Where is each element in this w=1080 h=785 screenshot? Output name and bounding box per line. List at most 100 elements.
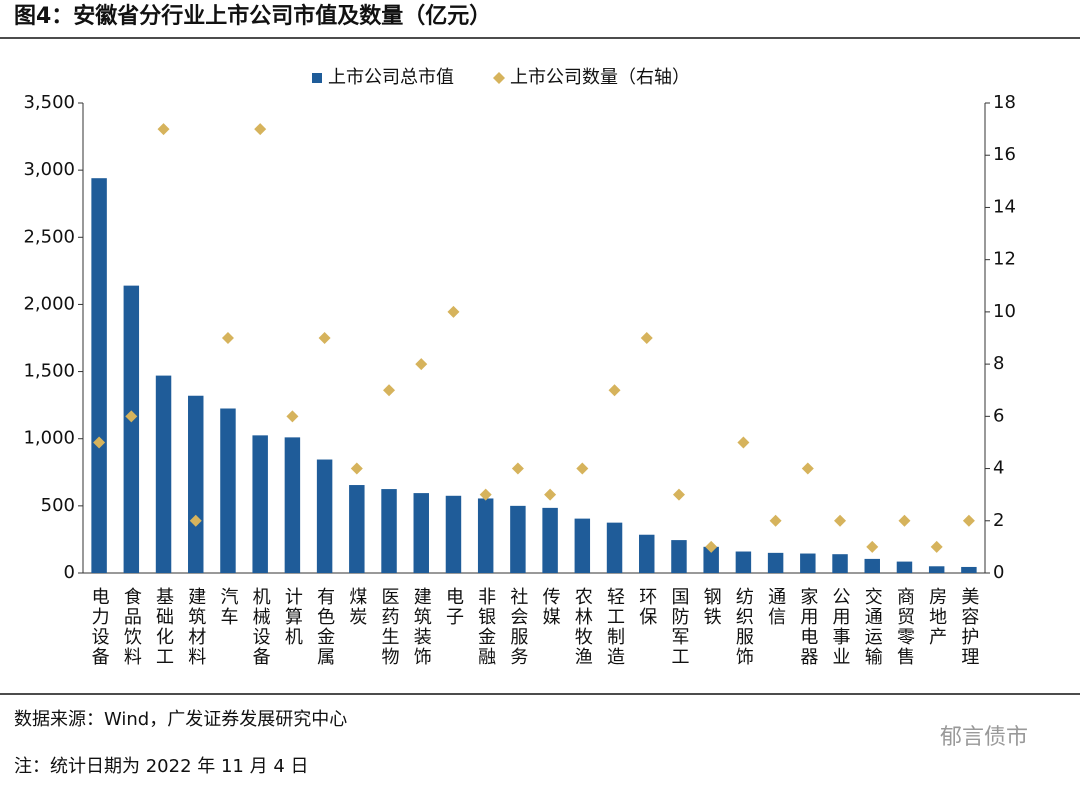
diamond-marker bbox=[350, 462, 363, 475]
bar bbox=[413, 493, 429, 573]
diamond-marker bbox=[189, 514, 202, 527]
diamond-marker bbox=[479, 488, 492, 501]
bar bbox=[123, 285, 140, 573]
tick-label: 10 bbox=[993, 301, 1016, 322]
tick-label: 2 bbox=[993, 510, 1004, 531]
tick-label: 12 bbox=[993, 249, 1016, 270]
bar bbox=[381, 489, 397, 573]
diamond-marker bbox=[125, 410, 138, 423]
diamond-marker bbox=[608, 384, 621, 397]
x-tick-label: 非银金融 bbox=[475, 587, 496, 667]
x-tick-label: 机械设备 bbox=[250, 587, 271, 667]
diamond-marker bbox=[672, 488, 685, 501]
diamond-marker bbox=[157, 123, 170, 136]
bar bbox=[767, 552, 784, 573]
bar bbox=[703, 546, 719, 573]
bar bbox=[928, 566, 945, 573]
x-tick-label: 交通运输 bbox=[862, 587, 883, 667]
watermark: 郁言债市 bbox=[940, 725, 1028, 750]
x-tick-label: 家用电器 bbox=[797, 587, 818, 667]
x-tick-label: 轻工制造 bbox=[604, 587, 625, 667]
bar bbox=[896, 561, 913, 573]
bar bbox=[91, 178, 107, 573]
x-tick-label: 纺织服饰 bbox=[733, 587, 754, 667]
tick-label: 1,500 bbox=[23, 361, 75, 382]
x-tick-label: 房地产 bbox=[926, 587, 947, 647]
diamond-marker bbox=[930, 540, 943, 553]
bar bbox=[220, 408, 236, 573]
tick-label: 6 bbox=[993, 405, 1004, 426]
x-tick-label: 社会服务 bbox=[507, 587, 528, 667]
bar bbox=[349, 485, 365, 573]
diamond-marker bbox=[254, 123, 267, 136]
tick-label: 3,500 bbox=[23, 92, 75, 113]
diamond-marker bbox=[737, 436, 750, 449]
tick-label: 2,500 bbox=[23, 226, 75, 247]
x-tick-label: 电子 bbox=[443, 587, 464, 627]
diamond-marker bbox=[962, 514, 975, 527]
x-tick-label: 国防军工 bbox=[668, 587, 689, 667]
diamond-marker bbox=[286, 410, 299, 423]
diamond-marker bbox=[769, 514, 782, 527]
bar bbox=[155, 375, 172, 573]
bar bbox=[574, 518, 591, 573]
diamond-marker bbox=[898, 514, 911, 527]
note: 注：统计日期为 2022 年 11 月 4 日 bbox=[14, 756, 309, 777]
diamond-marker bbox=[866, 540, 879, 553]
bar bbox=[510, 505, 526, 573]
x-tick-label: 美容护理 bbox=[958, 587, 979, 667]
x-tick-label: 建筑装饰 bbox=[411, 587, 432, 667]
x-tick-label: 有色金属 bbox=[314, 587, 335, 667]
x-tick-label: 医药生物 bbox=[379, 587, 400, 667]
tick-label: 3,000 bbox=[23, 159, 75, 180]
tick-label: 0 bbox=[64, 562, 75, 583]
x-tick-label: 基础化工 bbox=[153, 587, 174, 667]
diamond-marker bbox=[544, 488, 557, 501]
bar bbox=[864, 558, 880, 573]
source: 数据来源：Wind，广发证券发展研究中心 bbox=[14, 709, 347, 730]
diamond-marker bbox=[801, 462, 814, 475]
x-tick-label: 公用事业 bbox=[830, 587, 851, 667]
diamond-marker bbox=[834, 514, 847, 527]
x-tick-label: 汽车 bbox=[217, 587, 238, 627]
x-tick-label: 建筑材料 bbox=[185, 587, 206, 667]
x-tick-label: 农林牧渔 bbox=[572, 587, 593, 667]
x-tick-label: 钢铁 bbox=[701, 587, 722, 627]
tick-label: 1,000 bbox=[23, 428, 75, 449]
diamond-marker bbox=[640, 332, 653, 344]
diamond-marker bbox=[576, 462, 589, 475]
legend-label: 上市公司总市值 bbox=[328, 67, 454, 88]
x-tick-label: 商贸零售 bbox=[894, 587, 915, 667]
x-tick-label: 计算机 bbox=[282, 587, 303, 647]
bar bbox=[800, 553, 816, 573]
legend-label: 上市公司数量（右轴） bbox=[510, 67, 690, 88]
diamond-marker bbox=[93, 436, 106, 449]
tick-label: 4 bbox=[993, 458, 1004, 479]
tick-label: 0 bbox=[993, 562, 1004, 583]
bar bbox=[477, 498, 494, 573]
chart-title: 图4：安徽省分行业上市公司市值及数量（亿元） bbox=[14, 3, 491, 29]
bar bbox=[188, 395, 204, 573]
x-tick-label: 煤炭 bbox=[346, 587, 367, 627]
bar bbox=[252, 435, 268, 573]
x-tick-label: 食品饮料 bbox=[121, 587, 142, 667]
x-tick-label: 传媒 bbox=[540, 587, 561, 627]
bar bbox=[671, 540, 687, 573]
bar bbox=[961, 566, 977, 573]
x-tick-label: 通信 bbox=[765, 587, 786, 627]
x-tick-label: 电力设备 bbox=[89, 587, 110, 667]
legend-swatch bbox=[312, 73, 322, 83]
diamond-marker bbox=[383, 384, 396, 397]
bar bbox=[445, 495, 462, 573]
bar bbox=[735, 551, 752, 573]
tick-label: 8 bbox=[993, 353, 1004, 374]
diamond-marker bbox=[221, 332, 234, 344]
diamond-marker bbox=[511, 462, 524, 475]
bar bbox=[316, 459, 333, 573]
diamond-marker bbox=[447, 305, 460, 318]
legend-swatch bbox=[493, 72, 505, 84]
bar bbox=[832, 554, 848, 573]
diamond-marker bbox=[318, 332, 331, 344]
tick-label: 14 bbox=[993, 196, 1016, 217]
